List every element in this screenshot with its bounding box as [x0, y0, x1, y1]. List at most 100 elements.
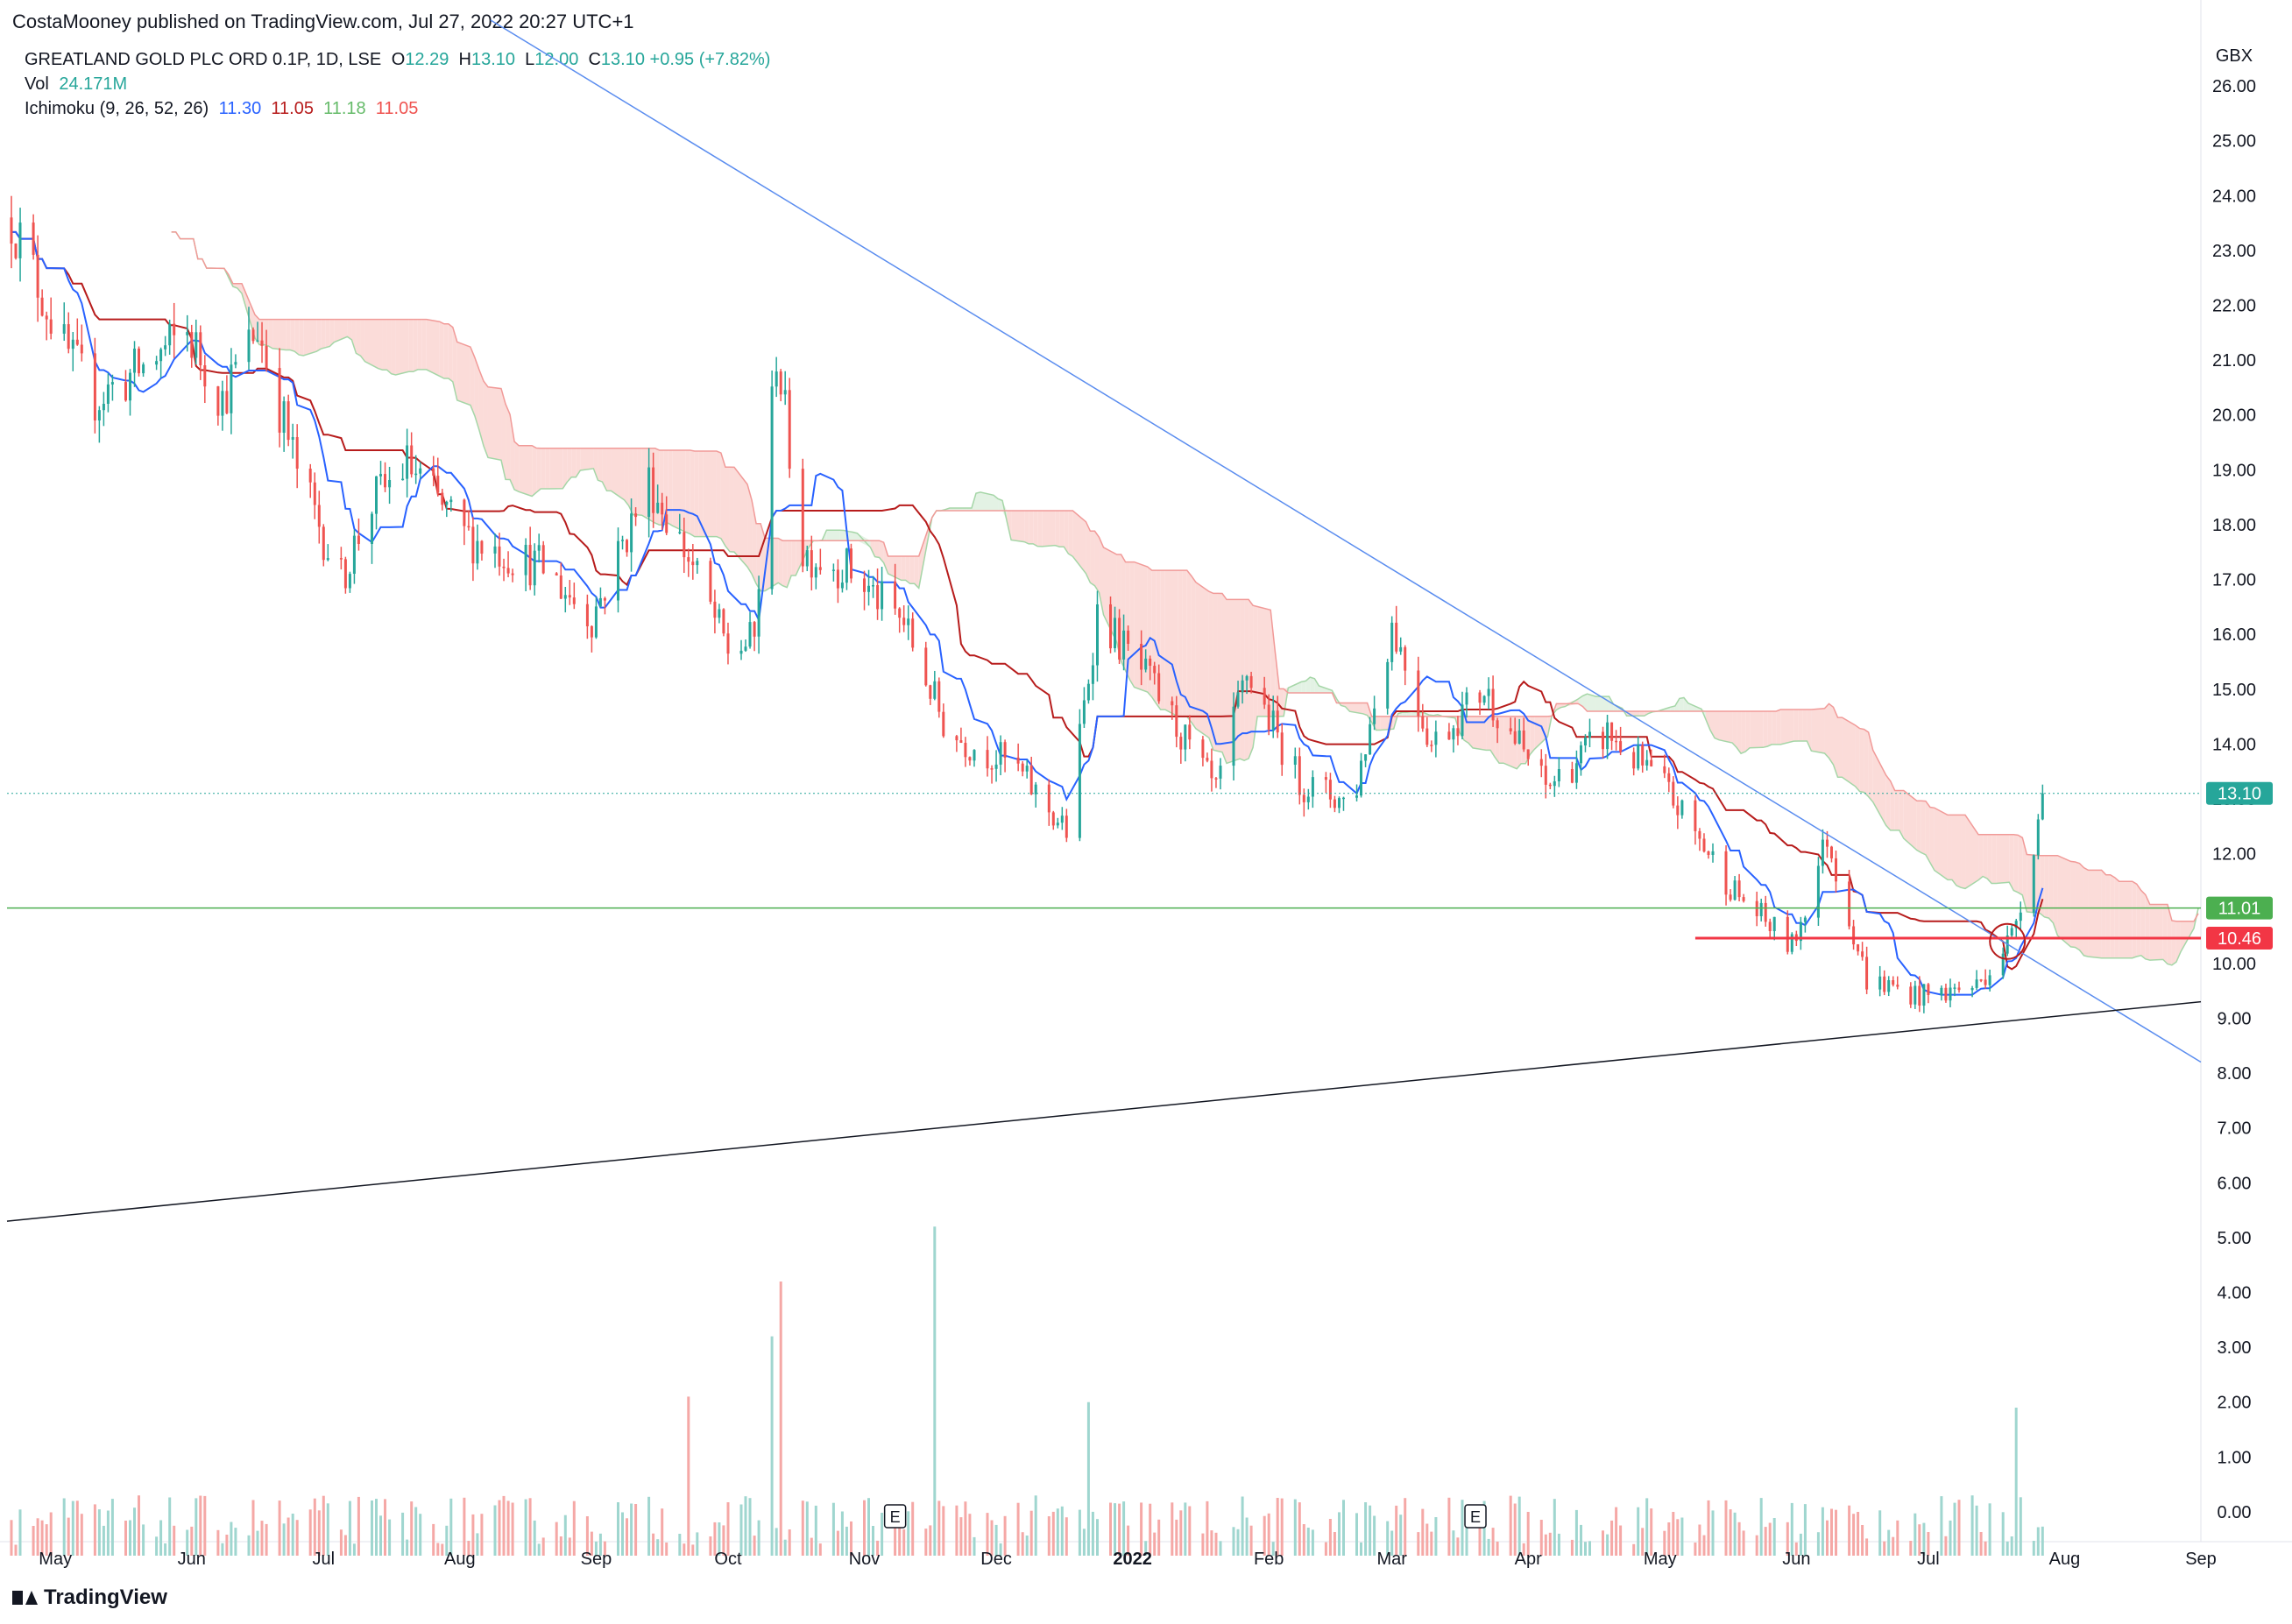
volume-bar — [1694, 1543, 1697, 1556]
candle-body — [1711, 851, 1715, 855]
volume-bar — [1276, 1498, 1279, 1556]
volume-bar — [1306, 1528, 1310, 1556]
volume-bar — [2001, 1512, 2005, 1556]
candle-body — [506, 568, 510, 574]
candle-body — [401, 478, 405, 481]
volume-bar — [1816, 1532, 1820, 1556]
cloud-segment — [1921, 801, 1926, 855]
volume-bar — [1676, 1519, 1680, 1556]
cloud-segment — [598, 448, 603, 483]
cloud-segment — [1033, 511, 1038, 547]
volume-label: Vol — [25, 74, 49, 94]
volume-bar — [1267, 1513, 1270, 1556]
volume-bar — [1021, 1532, 1024, 1556]
price-axis[interactable]: GBX 26.00 25.00 24.00 23.00 22.00 21.00 20.00 1… — [2206, 46, 2273, 1522]
candle-body — [441, 492, 444, 505]
candle-body — [1271, 710, 1275, 730]
candle-body — [1065, 816, 1068, 838]
cloud-segment — [536, 448, 541, 493]
cloud-segment — [1587, 694, 1592, 712]
candle-body — [1364, 754, 1368, 761]
earnings-marker[interactable] — [883, 1504, 907, 1529]
volume-bar — [1539, 1520, 1543, 1556]
candle-body — [1755, 900, 1758, 916]
volume-bar — [1360, 1542, 1362, 1556]
candle-body — [1369, 724, 1372, 755]
descending-trendline[interactable] — [490, 19, 2202, 1063]
volume-bar — [1645, 1498, 1649, 1556]
volume-bar — [1835, 1509, 1837, 1556]
volume-bar — [1606, 1534, 1609, 1556]
volume-bar — [1051, 1511, 1055, 1556]
volume-bar — [744, 1496, 747, 1556]
price-tick-label: 19.00 — [2212, 461, 2256, 480]
cloud-segment — [1376, 716, 1381, 731]
ichimoku-lead1-value: 11.18 — [323, 99, 366, 118]
volume-bar — [2010, 1536, 2013, 1556]
volume-bar — [1232, 1527, 1235, 1556]
cloud-segment — [347, 319, 352, 340]
candle-body — [1179, 737, 1183, 750]
candle-body — [343, 559, 347, 589]
price-tick-label: 22.00 — [2212, 297, 2256, 316]
cloud-segment — [787, 540, 792, 588]
candle-body — [138, 349, 140, 374]
volume-bar — [555, 1522, 558, 1556]
cloud-segment — [2009, 834, 2014, 891]
cloud-segment — [1279, 688, 1284, 717]
cloud-segment — [1983, 834, 1988, 879]
candle-body — [67, 324, 70, 350]
volume-bar — [783, 1539, 787, 1556]
highlight-circle[interactable] — [1989, 922, 2027, 960]
legend-volume-row[interactable]: Vol 24.171M — [25, 72, 770, 96]
candle-body — [1737, 880, 1741, 898]
candle-body — [1857, 944, 1860, 952]
symbol-name[interactable]: GREATLAND GOLD PLC ORD 0.1P, 1D, LSE — [25, 50, 382, 69]
volume-bar — [722, 1525, 725, 1556]
candle-body — [1482, 695, 1486, 703]
candle-body — [1944, 987, 1948, 1001]
ascending-trendline[interactable] — [6, 1000, 2202, 1222]
cloud-segment — [514, 441, 520, 492]
candle-body — [32, 222, 35, 255]
legend-ichimoku-row[interactable]: Ichimoku (9, 26, 52, 26) 11.30 11.05 11.… — [25, 96, 770, 121]
volume-bar — [1768, 1522, 1772, 1556]
candle-body — [195, 332, 198, 358]
time-tick-label: Jun — [1782, 1550, 1810, 1569]
candle-body — [322, 526, 325, 561]
cloud-segment — [1978, 834, 1984, 880]
cloud-segment — [1029, 511, 1034, 544]
cloud-segment — [545, 448, 550, 489]
volume-bar — [265, 1523, 268, 1556]
candle-body — [1241, 680, 1244, 693]
volume-bar — [1333, 1532, 1336, 1556]
volume-bar — [1369, 1505, 1372, 1556]
candle-body — [894, 581, 897, 609]
volume-bar — [195, 1498, 198, 1556]
cloud-segment — [733, 467, 748, 568]
candle-body — [1338, 798, 1341, 808]
candle-body — [2010, 928, 2013, 936]
volume-bar — [533, 1520, 536, 1556]
tradingview-brand[interactable]: TradingView — [12, 1585, 167, 1610]
time-axis[interactable]: May Jun Jul Aug Sep Oct Nov Dec 2022 Feb Mar Apr May… — [39, 1550, 2216, 1569]
candle-body — [1417, 670, 1420, 717]
volume-bar — [1619, 1525, 1623, 1556]
candle-body — [1421, 716, 1425, 729]
cloud-segment — [1473, 716, 1487, 751]
price-tick-label: 6.00 — [2218, 1174, 2252, 1193]
volume-bar — [590, 1531, 593, 1556]
candle-body — [1940, 987, 1943, 995]
volume-bar — [2014, 1408, 2018, 1556]
volume-bar — [110, 1499, 114, 1556]
volume-bar — [1219, 1541, 1222, 1556]
cloud-segment — [1186, 570, 1192, 723]
candle-body — [375, 476, 378, 514]
cloud-segment — [672, 449, 686, 533]
drawings[interactable] — [6, 19, 2202, 1222]
earnings-marker[interactable] — [1464, 1504, 1487, 1529]
candle-body — [142, 364, 145, 374]
candle-body — [1803, 917, 1807, 922]
